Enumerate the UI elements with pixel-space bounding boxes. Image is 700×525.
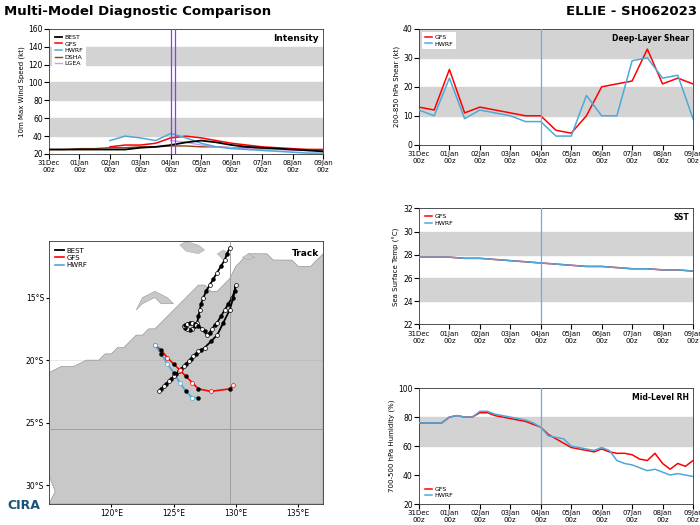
- Bar: [49, 118, 323, 136]
- Text: Intensity: Intensity: [273, 34, 319, 43]
- Y-axis label: Sea Surface Temp (°C): Sea Surface Temp (°C): [393, 227, 400, 306]
- Polygon shape: [180, 242, 204, 254]
- Text: SST: SST: [673, 213, 689, 222]
- Text: Mid-Level RH: Mid-Level RH: [632, 393, 689, 402]
- Text: Track: Track: [292, 249, 319, 258]
- Y-axis label: 10m Max Wind Speed (kt): 10m Max Wind Speed (kt): [19, 46, 25, 137]
- Polygon shape: [242, 254, 255, 260]
- Legend: BEST, GFS, HWRF, DSHA, LGEA: BEST, GFS, HWRF, DSHA, LGEA: [52, 32, 86, 69]
- Text: Deep-Layer Shear: Deep-Layer Shear: [612, 34, 689, 43]
- Legend: GFS, HWRF: GFS, HWRF: [422, 484, 456, 501]
- Legend: BEST, GFS, HWRF: BEST, GFS, HWRF: [52, 245, 90, 271]
- Text: ELLIE - SH062023: ELLIE - SH062023: [566, 5, 696, 18]
- Bar: [49, 82, 323, 100]
- Legend: GFS, HWRF: GFS, HWRF: [422, 212, 456, 228]
- Bar: [49, 47, 323, 65]
- Polygon shape: [217, 250, 230, 260]
- Polygon shape: [30, 254, 323, 504]
- Bar: [419, 232, 693, 255]
- Text: CIRA: CIRA: [7, 499, 40, 512]
- Legend: GFS, HWRF: GFS, HWRF: [422, 32, 456, 49]
- Y-axis label: 700-500 hPa Humidity (%): 700-500 hPa Humidity (%): [389, 400, 396, 492]
- Bar: [419, 87, 693, 116]
- Polygon shape: [136, 291, 174, 310]
- Bar: [419, 29, 693, 58]
- Bar: [419, 278, 693, 301]
- Y-axis label: 200-850 hPa Shear (kt): 200-850 hPa Shear (kt): [393, 46, 400, 128]
- Bar: [419, 417, 693, 446]
- Text: Multi-Model Diagnostic Comparison: Multi-Model Diagnostic Comparison: [4, 5, 271, 18]
